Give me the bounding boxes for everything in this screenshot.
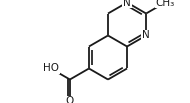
Text: N: N (123, 0, 131, 8)
Text: CH₃: CH₃ (156, 0, 175, 8)
Text: HO: HO (43, 64, 59, 74)
Text: N: N (142, 30, 150, 40)
Text: O: O (66, 97, 74, 103)
